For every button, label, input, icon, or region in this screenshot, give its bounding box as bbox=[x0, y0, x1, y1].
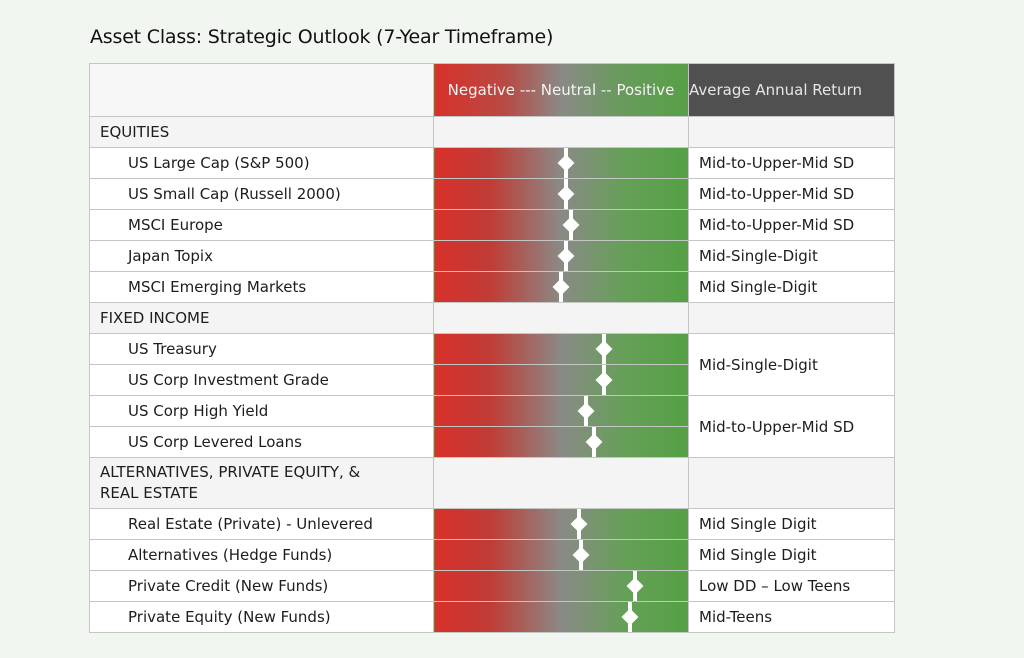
asset-name: US Corp High Yield bbox=[89, 395, 434, 427]
outlook-bar bbox=[433, 271, 689, 303]
section-empty-cell bbox=[433, 116, 689, 148]
outlook-table: Negative --- Neutral -- Positive Average… bbox=[89, 63, 895, 633]
asset-name: MSCI Emerging Markets bbox=[89, 271, 434, 303]
outlook-bar bbox=[433, 333, 689, 365]
table-row: Private Credit (New Funds) Low DD – Low … bbox=[89, 570, 895, 602]
table-row: Private Equity (New Funds) Mid-Teens bbox=[89, 601, 895, 633]
return-value: Mid-to-Upper-Mid SD bbox=[688, 395, 895, 458]
section-empty-cell bbox=[688, 116, 895, 148]
section-empty-cell bbox=[433, 457, 689, 509]
outlook-bar bbox=[433, 364, 689, 396]
asset-name: Japan Topix bbox=[89, 240, 434, 272]
section-label-fixed-income: FIXED INCOME bbox=[89, 302, 434, 334]
return-value: Mid-to-Upper-Mid SD bbox=[688, 178, 895, 210]
outlook-bar bbox=[433, 240, 689, 272]
section-empty-cell bbox=[688, 302, 895, 334]
table-row: US Large Cap (S&P 500) Mid-to-Upper-Mid … bbox=[89, 147, 895, 179]
section-label-equities: EQUITIES bbox=[89, 116, 434, 148]
return-value: Mid-Single-Digit bbox=[688, 333, 895, 396]
asset-name: US Small Cap (Russell 2000) bbox=[89, 178, 434, 210]
page-title: Asset Class: Strategic Outlook (7-Year T… bbox=[90, 26, 554, 48]
outlook-bar bbox=[433, 508, 689, 540]
outlook-bar bbox=[433, 570, 689, 602]
return-value: Mid-to-Upper-Mid SD bbox=[688, 209, 895, 241]
section-row-fixed-income: FIXED INCOME bbox=[89, 302, 895, 334]
asset-name: Private Credit (New Funds) bbox=[89, 570, 434, 602]
asset-name: Alternatives (Hedge Funds) bbox=[89, 539, 434, 571]
table-row: Alternatives (Hedge Funds) Mid Single Di… bbox=[89, 539, 895, 571]
section-empty-cell bbox=[433, 302, 689, 334]
section-row-alternatives: ALTERNATIVES, PRIVATE EQUITY, & REAL EST… bbox=[89, 457, 895, 509]
outlook-bar bbox=[433, 426, 689, 458]
section-empty-cell bbox=[688, 457, 895, 509]
outlook-bar bbox=[433, 539, 689, 571]
asset-name: US Corp Investment Grade bbox=[89, 364, 434, 396]
header-blank-cell bbox=[89, 63, 434, 117]
outlook-bar bbox=[433, 209, 689, 241]
return-value: Mid Single Digit bbox=[688, 539, 895, 571]
asset-name: US Corp Levered Loans bbox=[89, 426, 434, 458]
table-row: MSCI Europe Mid-to-Upper-Mid SD bbox=[89, 209, 895, 241]
return-value: Mid-Single-Digit bbox=[688, 240, 895, 272]
table-row: US Small Cap (Russell 2000) Mid-to-Upper… bbox=[89, 178, 895, 210]
table-row: US Corp Investment Grade bbox=[89, 364, 895, 396]
table-row: Real Estate (Private) - Unlevered Mid Si… bbox=[89, 508, 895, 540]
outlook-bar bbox=[433, 147, 689, 179]
outlook-bar bbox=[433, 178, 689, 210]
asset-name: US Large Cap (S&P 500) bbox=[89, 147, 434, 179]
return-value: Mid Single-Digit bbox=[688, 271, 895, 303]
asset-name: US Treasury bbox=[89, 333, 434, 365]
section-label-alternatives: ALTERNATIVES, PRIVATE EQUITY, & REAL EST… bbox=[89, 457, 434, 509]
table-row: MSCI Emerging Markets Mid Single-Digit bbox=[89, 271, 895, 303]
asset-name: Private Equity (New Funds) bbox=[89, 601, 434, 633]
table-header-row: Negative --- Neutral -- Positive Average… bbox=[89, 63, 895, 117]
outlook-bar bbox=[433, 601, 689, 633]
scale-header: Negative --- Neutral -- Positive bbox=[433, 63, 689, 117]
table-row: Japan Topix Mid-Single-Digit bbox=[89, 240, 895, 272]
section-row-equities: EQUITIES bbox=[89, 116, 895, 148]
table-row: US Corp High Yield Mid-to-Upper-Mid SD bbox=[89, 395, 895, 458]
return-value: Mid Single Digit bbox=[688, 508, 895, 540]
outlook-bar bbox=[433, 395, 689, 427]
return-value: Mid-to-Upper-Mid SD bbox=[688, 147, 895, 179]
asset-name: MSCI Europe bbox=[89, 209, 434, 241]
return-header: Average Annual Return bbox=[688, 63, 895, 117]
table-row: US Treasury Mid-Single-Digit bbox=[89, 333, 895, 396]
asset-name: Real Estate (Private) - Unlevered bbox=[89, 508, 434, 540]
return-value: Mid-Teens bbox=[688, 601, 895, 633]
return-value: Low DD – Low Teens bbox=[688, 570, 895, 602]
